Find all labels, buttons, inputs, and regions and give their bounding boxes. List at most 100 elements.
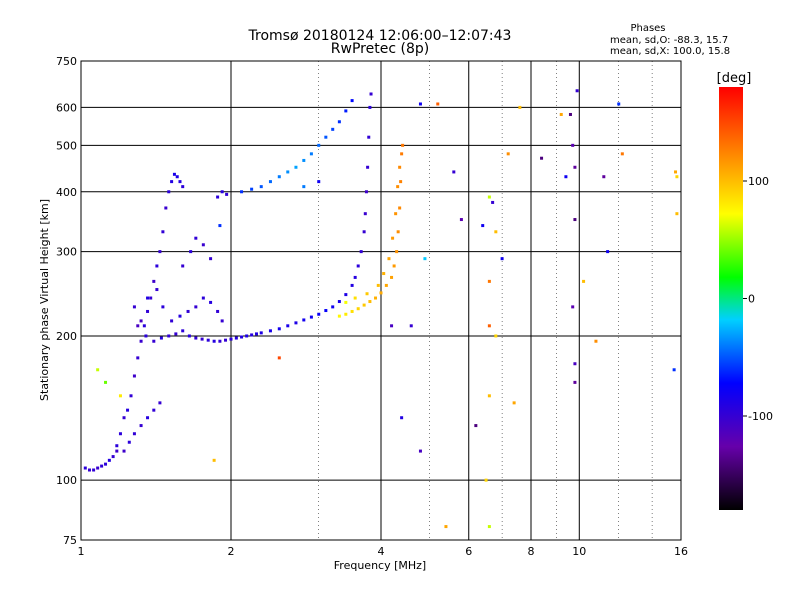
data-point-x: [384, 283, 388, 287]
data-point-x: [344, 300, 348, 304]
data-point-o: [111, 455, 115, 459]
data-point-o: [240, 335, 244, 339]
data-point-x: [277, 175, 281, 179]
data-point-o: [175, 175, 179, 179]
data-point-scatter: [568, 112, 572, 116]
y-tick-label: 750: [56, 55, 77, 68]
data-point-scatter: [494, 334, 498, 338]
data-point-o: [104, 462, 108, 466]
data-point-scatter: [452, 170, 456, 174]
data-point-o: [200, 337, 204, 341]
data-points: [83, 89, 679, 529]
data-point-o: [209, 300, 213, 304]
data-point-x: [387, 257, 391, 261]
x-tick-label: 8: [528, 545, 535, 558]
data-point-o: [83, 466, 87, 470]
data-point-scatter: [500, 257, 504, 261]
data-point-o: [337, 300, 341, 304]
data-point-o: [216, 309, 220, 313]
data-point-o: [178, 180, 182, 184]
data-point-o: [146, 309, 150, 313]
data-point-o: [350, 283, 354, 287]
data-point-o: [245, 334, 249, 338]
data-point-o: [294, 321, 298, 325]
data-point-x: [401, 143, 405, 147]
data-point-scatter: [594, 339, 598, 343]
data-point-x: [399, 180, 403, 184]
data-point-scatter: [620, 152, 624, 156]
data-point-x: [317, 143, 321, 147]
data-point-x: [400, 152, 404, 156]
data-point-scatter: [506, 152, 510, 156]
data-point-o: [87, 468, 91, 472]
data-point-o: [164, 206, 168, 210]
data-point-scatter: [571, 143, 575, 147]
data-point-x: [382, 272, 386, 276]
data-point-x: [294, 165, 298, 169]
data-point-o: [353, 275, 357, 279]
data-point-scatter: [104, 380, 108, 384]
y-tick-label: 400: [56, 186, 77, 199]
data-point-o: [96, 466, 100, 470]
data-point-x: [353, 296, 357, 300]
data-point-o: [362, 230, 366, 234]
x-tick-label: 6: [465, 545, 472, 558]
data-point-scatter: [487, 525, 491, 529]
data-point-scatter: [571, 305, 575, 309]
data-point-o: [152, 408, 156, 412]
data-point-o: [178, 314, 182, 318]
data-point-o: [146, 416, 150, 420]
chart-subtitle: RwPretec (8p): [331, 41, 429, 57]
data-point-o: [149, 296, 153, 300]
data-point-o: [209, 257, 213, 261]
data-point-x: [396, 230, 400, 234]
grid-lines: [81, 61, 681, 540]
data-point-o: [167, 334, 171, 338]
data-point-scatter: [459, 218, 463, 222]
data-point-o: [152, 279, 156, 283]
data-point-scatter: [444, 525, 448, 529]
data-point-scatter: [573, 218, 577, 222]
data-point-o: [286, 324, 290, 328]
data-point-x: [324, 135, 328, 139]
data-point-scatter: [540, 156, 544, 160]
colorbar-tick-label: -100: [748, 410, 773, 423]
data-point-o: [309, 315, 313, 319]
data-point-o: [356, 264, 360, 268]
data-point-x: [331, 127, 335, 131]
data-point-o: [366, 165, 370, 169]
data-point-o: [268, 329, 272, 333]
data-point-o: [194, 336, 198, 340]
data-point-scatter: [494, 230, 498, 234]
axis-ticks: 1 2 4 6 8 10 16 75 100 200 300 400 500 600 750: [56, 55, 688, 558]
data-point-x: [309, 152, 313, 156]
data-point-scatter: [118, 394, 122, 398]
data-point-scatter: [96, 368, 100, 372]
data-point-x: [390, 275, 394, 279]
data-point-scatter: [390, 324, 394, 328]
data-point-scatter: [436, 102, 440, 106]
data-point-x: [356, 307, 360, 311]
data-point-scatter: [575, 89, 579, 93]
data-point-x: [379, 291, 383, 295]
colorbar-tick-label: 100: [748, 175, 769, 188]
data-point-x: [394, 212, 398, 216]
data-point-o: [189, 250, 193, 254]
data-point-o: [174, 332, 178, 336]
data-point-o: [187, 334, 191, 338]
data-point-x: [337, 314, 341, 318]
data-point-scatter: [481, 224, 485, 228]
data-point-o: [170, 180, 174, 184]
x-tick-label: 1: [78, 545, 85, 558]
data-point-scatter: [559, 112, 563, 116]
data-point-o: [218, 339, 222, 343]
data-point-o: [229, 337, 233, 341]
data-point-o: [324, 309, 328, 313]
data-point-o: [115, 444, 119, 448]
data-point-scatter: [518, 105, 522, 109]
data-point-o: [115, 449, 119, 453]
data-point-scatter: [564, 175, 568, 179]
data-point-o: [118, 432, 122, 436]
data-point-o: [181, 329, 185, 333]
data-point-o: [363, 212, 367, 216]
